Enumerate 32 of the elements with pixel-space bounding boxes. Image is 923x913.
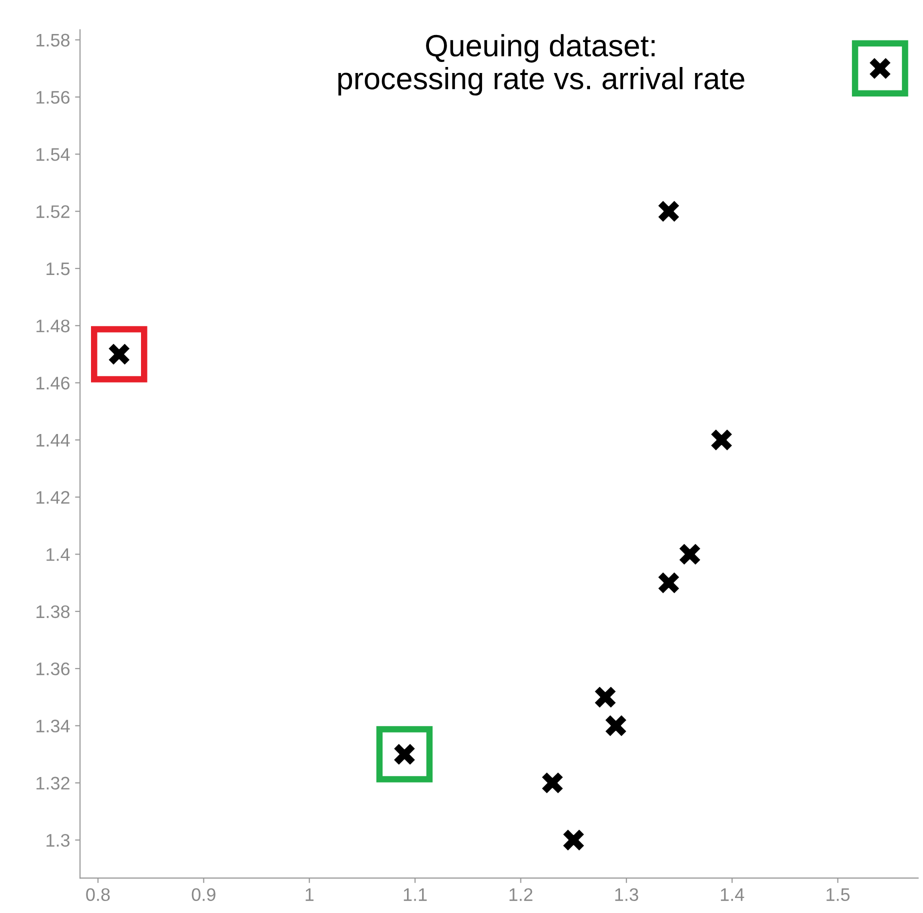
y-tick-label: 1.36 [36,662,70,676]
y-tick-label: 1.48 [36,320,70,332]
x-tick-label: 1.3 [615,888,638,902]
point [540,771,564,795]
point [594,685,618,709]
x-tick-label: 1 [306,888,314,901]
x-tick-label: 0.8 [86,888,110,902]
x-tick-label: 0.9 [192,888,216,902]
point [678,542,702,566]
x-tick-label: 1.5 [826,888,850,902]
point [656,200,680,224]
x-tick-label: 1.1 [404,888,427,901]
y-tick-label: 1.3 [46,834,70,847]
x-tick-label: 1.4 [720,888,744,901]
point [604,714,628,738]
y-tick-label: 1.38 [36,605,70,618]
y-tick-label: 1.54 [36,148,70,161]
text: Queuing dataset: processing rate vs. arrival rate [338,34,744,96]
y-tick-label: 1.5 [46,262,70,276]
y-tick-label: 1.42 [36,491,70,504]
point [562,828,586,852]
y-tick-label: 1.4 [46,548,70,561]
point [710,428,734,452]
y-tick-label: 1.52 [36,205,70,218]
y-tick-label: 1.34 [36,720,70,732]
y-tick-label: 1.44 [36,434,70,446]
x-tick-label: 1.2 [510,888,532,901]
y-tick-label: 1.32 [36,776,70,790]
y-tick-label: 1.58 [36,34,70,47]
y-tick-label: 1.56 [36,90,70,104]
point [656,571,680,595]
y-tick-label: 1.46 [36,376,70,390]
